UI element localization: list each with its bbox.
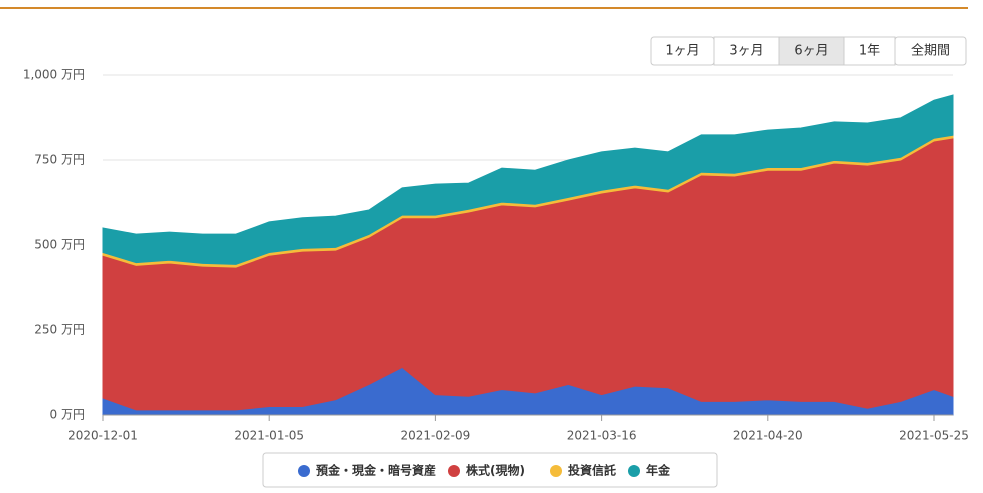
range-button[interactable] — [713, 36, 780, 66]
x-tick-label: 2021-01-05 — [234, 429, 304, 443]
legend-marker — [628, 465, 640, 477]
area — [102, 94, 954, 265]
legend-label: 預金・現金・暗号資産 — [316, 463, 436, 478]
y-tick-label: 0 万円 — [50, 408, 85, 422]
legend-label: 株式(現物) — [466, 463, 525, 478]
range-button-label[interactable]: 6ヶ月 — [794, 44, 828, 59]
legend-marker — [550, 465, 562, 477]
x-tick-label: 2021-05-25 — [899, 429, 969, 443]
y-tick-label: 1,000 万円 — [23, 68, 85, 82]
range-button-label[interactable]: 1ヶ月 — [665, 44, 699, 59]
y-tick-label: 500 万円 — [34, 238, 85, 252]
legend-marker — [298, 465, 310, 477]
range-button-label[interactable]: 1年 — [859, 44, 880, 59]
legend-label: 投資信託 — [568, 463, 616, 478]
legend-marker — [448, 465, 460, 477]
x-tick-label: 2020-12-01 — [68, 429, 138, 443]
top-rule — [0, 7, 968, 9]
legend-box — [262, 452, 718, 488]
range-button[interactable] — [843, 36, 896, 66]
x-tick-label: 2021-02-09 — [401, 429, 471, 443]
range-button-label[interactable]: 全期間 — [911, 43, 950, 59]
x-tick-label: 2021-04-20 — [733, 429, 803, 443]
y-tick-label: 750 万円 — [34, 153, 85, 167]
range-button-label[interactable]: 3ヶ月 — [729, 44, 763, 59]
y-tick-label: 250 万円 — [34, 323, 85, 337]
range-button[interactable] — [894, 36, 967, 66]
x-tick-label: 2021-03-16 — [567, 429, 637, 443]
legend-label: 年金 — [646, 463, 671, 478]
